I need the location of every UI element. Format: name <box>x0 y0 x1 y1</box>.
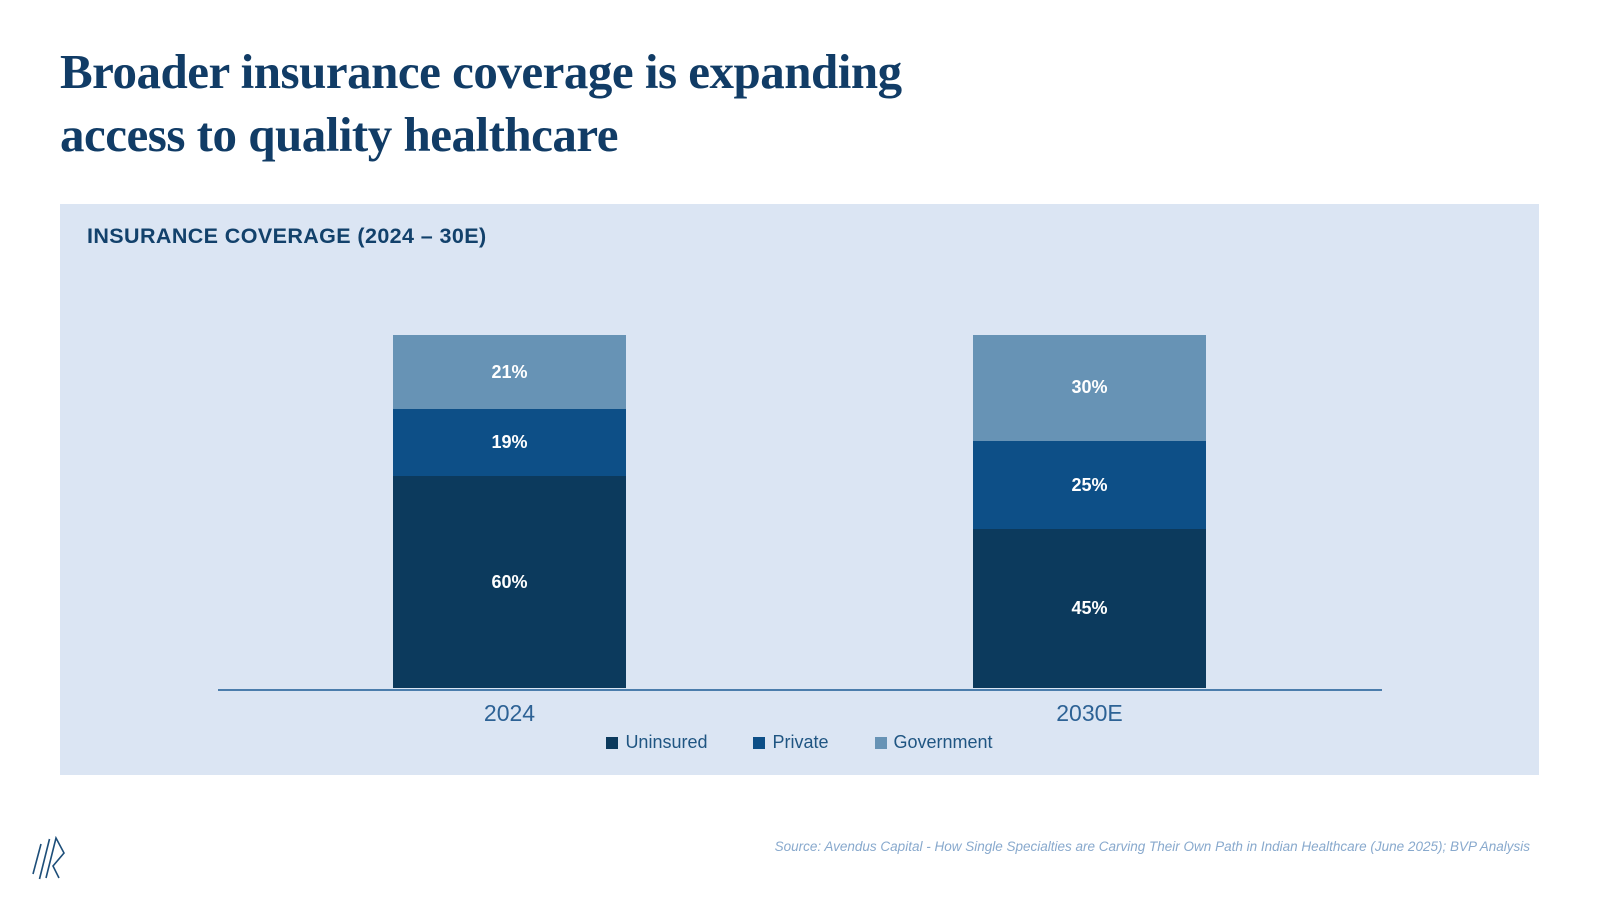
legend-label: Government <box>893 732 993 752</box>
bar-segment-private-2024: 19% <box>393 409 626 477</box>
logo-slash-1 <box>32 843 42 875</box>
chart-legend: Uninsured Private Government <box>60 732 1539 753</box>
bvp-logo-mark <box>31 835 65 881</box>
chart-title: INSURANCE COVERAGE (2024 – 30E) <box>87 224 487 248</box>
bar-value-label: 60% <box>491 571 528 592</box>
x-axis-line <box>218 689 1382 691</box>
bar-segment-government-2024: 21% <box>393 335 626 410</box>
x-axis-label-2024: 2024 <box>483 700 536 726</box>
legend-label: Uninsured <box>625 732 708 752</box>
bar-value-label: 19% <box>491 432 528 453</box>
stacked-bar-chart: 60% 19% 21% 45% 25% 30% 2024 2030E Uninsured Pr… <box>60 204 1539 775</box>
legend-swatch-private <box>753 736 766 749</box>
legend-item-uninsured: Uninsured <box>606 732 707 753</box>
bar-segment-private-2030E: 25% <box>973 440 1206 530</box>
bar-value-label: 21% <box>491 361 528 382</box>
legend-label: Private <box>772 732 829 752</box>
bar-value-label: 30% <box>1071 377 1108 398</box>
legend-item-private: Private <box>753 732 829 753</box>
source-note: Source: Avendus Capital - How Single Spe… <box>774 839 1530 854</box>
bar-segment-uninsured-2030E: 45% <box>973 529 1206 688</box>
bar-value-label: 25% <box>1071 474 1108 495</box>
title-line-2: access to quality healthcare <box>60 107 619 162</box>
chart-panel: INSURANCE COVERAGE (2024 – 30E) 60% 19% 21… <box>60 204 1539 775</box>
bar-segment-government-2030E: 30% <box>973 335 1206 441</box>
x-axis-label-2030E: 2030E <box>1056 700 1123 726</box>
logo-b-stroke <box>45 835 65 879</box>
bar-segment-uninsured-2024: 60% <box>393 476 626 688</box>
legend-swatch-uninsured <box>606 736 619 749</box>
bar-2030E: 45% 25% 30% <box>973 335 1206 688</box>
legend-swatch-government <box>874 736 887 749</box>
bar-value-label: 45% <box>1071 598 1108 619</box>
bar-2024: 60% 19% 21% <box>393 335 626 688</box>
title-line-1: Broader insurance coverage is expanding <box>60 44 902 99</box>
logo-slash-2 <box>38 838 51 880</box>
slide-title: Broader insurance coverage is expanding a… <box>60 40 902 166</box>
legend-item-government: Government <box>874 732 993 753</box>
